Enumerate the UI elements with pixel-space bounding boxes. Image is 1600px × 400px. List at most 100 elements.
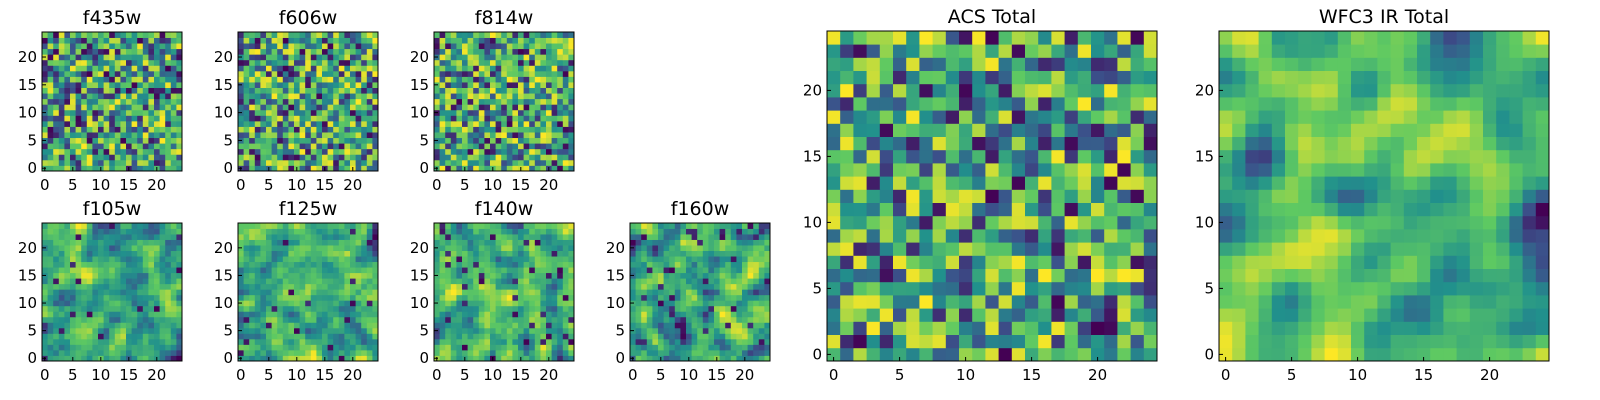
heatmap-cell bbox=[350, 295, 356, 301]
heatmap-cell bbox=[249, 82, 255, 88]
heatmap-cell bbox=[120, 138, 126, 144]
heatmap-cell bbox=[92, 65, 98, 71]
heatmap-cell bbox=[344, 115, 350, 121]
heatmap-cell bbox=[160, 82, 166, 88]
heatmap-cell bbox=[563, 234, 569, 240]
heatmap-cell bbox=[316, 149, 322, 155]
heatmap-cell bbox=[143, 115, 149, 121]
heatmap-cell bbox=[288, 104, 294, 110]
heatmap-cell bbox=[479, 60, 485, 66]
heatmap-cell bbox=[143, 262, 149, 268]
heatmap-cell bbox=[171, 267, 177, 273]
heatmap-cell bbox=[742, 245, 748, 251]
heatmap-cell bbox=[81, 223, 87, 229]
heatmap-cell bbox=[507, 251, 513, 257]
heatmap-cell bbox=[496, 273, 502, 279]
heatmap-cell bbox=[283, 104, 289, 110]
heatmap-cell bbox=[972, 163, 986, 177]
heatmap-cell bbox=[300, 322, 306, 328]
heatmap-cell bbox=[148, 138, 154, 144]
heatmap-cell bbox=[853, 176, 867, 190]
heatmap-cell bbox=[680, 289, 686, 295]
heatmap-cell bbox=[367, 317, 373, 323]
heatmap-cell bbox=[736, 306, 742, 312]
heatmap-cell bbox=[540, 76, 546, 82]
heatmap-cell bbox=[496, 82, 502, 88]
heatmap-cell bbox=[512, 43, 518, 49]
heatmap-cell bbox=[76, 262, 82, 268]
heatmap-cell bbox=[753, 306, 759, 312]
heatmap-cell bbox=[109, 267, 115, 273]
heatmap-cell bbox=[636, 234, 642, 240]
heatmap-cell bbox=[703, 333, 709, 339]
heatmap-cell bbox=[1065, 189, 1079, 203]
heatmap-cell bbox=[552, 143, 558, 149]
heatmap-cell bbox=[322, 223, 328, 229]
heatmap-cell bbox=[98, 104, 104, 110]
heatmap-cell bbox=[300, 251, 306, 257]
chart-title: f435w bbox=[83, 7, 142, 29]
heatmap-cell bbox=[462, 138, 468, 144]
heatmap-cell bbox=[946, 150, 960, 164]
heatmap-cell bbox=[563, 251, 569, 257]
heatmap-cell bbox=[540, 223, 546, 229]
heatmap-cell bbox=[328, 306, 334, 312]
heatmap-cell bbox=[137, 43, 143, 49]
heatmap-cell bbox=[759, 229, 765, 235]
heatmap-cell bbox=[524, 295, 530, 301]
heatmap-cell bbox=[98, 132, 104, 138]
heatmap-cell bbox=[512, 322, 518, 328]
heatmap-cell bbox=[552, 88, 558, 94]
heatmap-cell bbox=[81, 93, 87, 99]
heatmap-cell bbox=[919, 321, 933, 335]
heatmap-cell bbox=[434, 65, 440, 71]
heatmap-cell bbox=[76, 32, 82, 38]
heatmap-cell bbox=[1051, 203, 1065, 217]
heatmap-cell bbox=[98, 240, 104, 246]
heatmap-cell bbox=[440, 234, 446, 240]
heatmap-cell bbox=[557, 289, 563, 295]
heatmap-cell bbox=[272, 149, 278, 155]
heatmap-cell bbox=[496, 306, 502, 312]
heatmap-cell bbox=[272, 32, 278, 38]
heatmap-cell bbox=[48, 82, 54, 88]
heatmap-cell bbox=[160, 245, 166, 251]
heatmap-cell bbox=[132, 267, 138, 273]
heatmap-cell bbox=[664, 322, 670, 328]
heatmap-cell bbox=[524, 71, 530, 77]
heatmap-cell bbox=[720, 300, 726, 306]
heatmap-cell bbox=[137, 251, 143, 257]
heatmap-cell bbox=[260, 127, 266, 133]
heatmap-cell bbox=[160, 149, 166, 155]
heatmap-cell bbox=[277, 65, 283, 71]
heatmap-cell bbox=[686, 284, 692, 290]
heatmap-cell bbox=[1078, 229, 1092, 243]
heatmap-cell bbox=[440, 138, 446, 144]
heatmap-cell bbox=[272, 300, 278, 306]
heatmap-cell bbox=[367, 262, 373, 268]
heatmap-cell bbox=[288, 278, 294, 284]
heatmap-cell bbox=[507, 127, 513, 133]
heatmap-cell bbox=[367, 223, 373, 229]
heatmap-cell bbox=[933, 123, 947, 137]
heatmap-cell bbox=[456, 245, 462, 251]
heatmap-cell bbox=[120, 99, 126, 105]
heatmap-cell bbox=[367, 278, 373, 284]
heatmap-cell bbox=[557, 273, 563, 279]
heatmap-cell bbox=[70, 115, 76, 121]
heatmap-cell bbox=[350, 76, 356, 82]
heatmap-cell bbox=[445, 273, 451, 279]
heatmap-cell bbox=[255, 149, 261, 155]
heatmap-cell bbox=[339, 160, 345, 166]
heatmap-cell bbox=[350, 121, 356, 127]
heatmap-cell bbox=[367, 350, 373, 356]
heatmap-cell bbox=[316, 49, 322, 55]
heatmap-cell bbox=[294, 121, 300, 127]
heatmap-cell bbox=[132, 43, 138, 49]
heatmap-cell bbox=[361, 32, 367, 38]
heatmap-cell bbox=[92, 93, 98, 99]
heatmap-cell bbox=[48, 267, 54, 273]
heatmap-cell bbox=[328, 99, 334, 105]
heatmap-cell bbox=[512, 317, 518, 323]
heatmap-cell bbox=[356, 322, 362, 328]
